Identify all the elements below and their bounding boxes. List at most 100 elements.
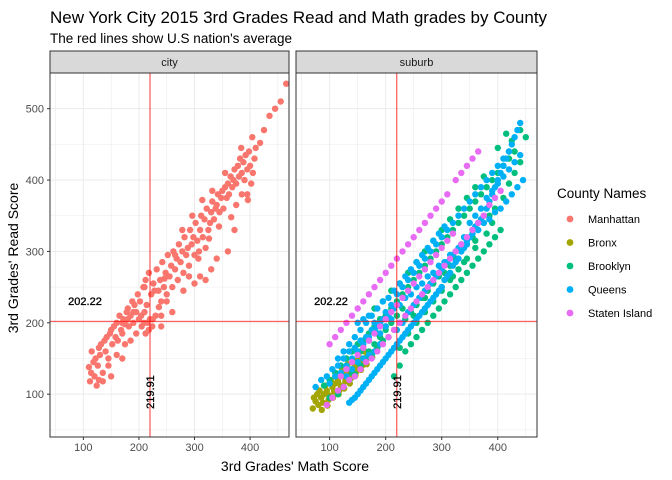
x-tick-label: 400 (489, 442, 507, 454)
data-point-staten-island (399, 248, 406, 255)
data-point-staten-island (407, 305, 415, 312)
data-point-staten-island (388, 262, 395, 269)
data-point-queens (424, 244, 431, 252)
data-point-manhattan (143, 301, 150, 309)
facet-panel-suburb: suburb 202.22 219.91 100 200 300 400 (295, 50, 538, 454)
data-point-brooklyn (505, 180, 513, 187)
data-point-manhattan (199, 196, 206, 204)
data-point-manhattan (133, 330, 140, 337)
data-point-queens (340, 348, 347, 355)
data-point-manhattan (160, 283, 168, 291)
data-point-staten-island (435, 269, 443, 276)
data-point-manhattan (221, 169, 229, 177)
data-point-staten-island (458, 169, 465, 177)
data-point-manhattan (240, 159, 247, 166)
data-point-staten-island (402, 312, 409, 319)
data-point-brooklyn (463, 255, 471, 262)
legend-label: Brooklyn (588, 261, 631, 273)
data-point-queens (329, 366, 336, 373)
data-point-staten-island (360, 298, 367, 305)
data-point-queens (472, 191, 479, 198)
data-point-queens (379, 298, 387, 305)
legend: County Names Manhattan Bronx Brooklyn Queen… (557, 186, 652, 320)
data-point-manhattan (125, 323, 133, 330)
data-point-manhattan (205, 226, 212, 234)
data-point-staten-island (388, 308, 395, 316)
data-point-staten-island (452, 248, 459, 255)
data-point-queens (494, 180, 501, 187)
data-point-staten-island (438, 198, 445, 205)
data-point-manhattan (158, 312, 165, 319)
data-point-queens (424, 273, 431, 280)
data-point-manhattan (145, 269, 153, 276)
data-point-brooklyn (396, 362, 403, 369)
data-point-manhattan (109, 341, 116, 348)
data-point-queens (407, 266, 415, 273)
data-point-manhattan (245, 148, 253, 155)
data-point-manhattan (171, 251, 179, 259)
data-point-staten-island (421, 266, 429, 273)
data-point-manhattan (210, 216, 218, 223)
y-tick-label: 400 (26, 175, 44, 187)
data-point-queens (500, 155, 507, 162)
data-point-staten-island (376, 276, 384, 284)
data-point-queens (435, 230, 443, 237)
data-point-manhattan (113, 319, 120, 326)
data-point-manhattan (119, 319, 126, 326)
data-point-manhattan (164, 251, 171, 259)
data-point-queens (517, 119, 524, 127)
data-point-staten-island (413, 298, 420, 305)
data-point-manhattan (140, 319, 148, 326)
data-point-brooklyn (511, 169, 518, 177)
panel-border (295, 72, 538, 438)
data-point-staten-island (427, 258, 434, 266)
grid-lines (50, 73, 289, 437)
data-point-manhattan (203, 205, 210, 212)
data-point-manhattan (105, 355, 112, 362)
data-point-staten-island (441, 262, 448, 269)
data-point-manhattan (88, 348, 95, 355)
data-point-brooklyn (413, 333, 420, 341)
data-point-staten-island (475, 148, 482, 155)
data-point-manhattan (249, 134, 256, 141)
data-point-manhattan (105, 362, 112, 369)
data-point-staten-island (444, 191, 451, 198)
data-point-manhattan (196, 226, 204, 234)
data-point-manhattan (141, 283, 148, 291)
data-point-queens (396, 280, 403, 287)
data-point-queens (374, 305, 381, 312)
data-point-queens (460, 205, 468, 212)
data-point-queens (441, 223, 448, 230)
data-point-staten-island (362, 358, 370, 366)
y-tick-label: 500 (26, 104, 44, 116)
data-point-queens (477, 205, 485, 212)
data-point-manhattan (134, 291, 141, 298)
data-point-queens (430, 237, 437, 244)
data-point-manhattan (175, 241, 183, 248)
data-point-manhattan (208, 266, 215, 273)
data-point-manhattan (94, 362, 102, 369)
data-point-queens (385, 294, 392, 301)
data-point-brooklyn (486, 241, 493, 248)
data-point-queens (418, 251, 426, 259)
data-point-manhattan (233, 180, 240, 187)
legend-label: Staten Island (588, 308, 652, 320)
data-point-manhattan (225, 191, 233, 198)
data-point-staten-island (348, 358, 356, 366)
data-point-staten-island (416, 226, 423, 234)
data-point-brooklyn (477, 191, 485, 198)
data-points (309, 119, 529, 414)
data-point-staten-island (354, 305, 361, 312)
data-point-manhattan (224, 248, 232, 255)
data-point-manhattan (93, 382, 100, 389)
data-point-queens (334, 355, 342, 362)
legend-label: Manhattan (588, 214, 640, 226)
data-point-staten-island (374, 348, 381, 355)
x-tick-label: 300 (185, 442, 203, 454)
data-point-manhattan (155, 303, 163, 311)
data-point-manhattan (205, 235, 213, 242)
data-point-manhattan (231, 226, 238, 234)
data-point-staten-island (458, 241, 465, 248)
data-point-queens (503, 198, 510, 205)
data-point-brooklyn (483, 230, 490, 237)
